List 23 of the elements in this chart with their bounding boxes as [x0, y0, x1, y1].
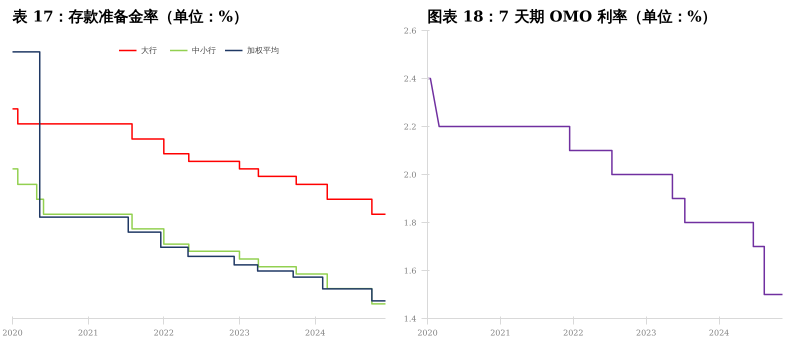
y-tick-label: 1.8 [404, 218, 417, 228]
y-tick-label: 2.2 [404, 122, 417, 132]
legend-label: 中小行 [192, 44, 216, 56]
x-tick-label: 2020 [417, 328, 438, 338]
y-tick-label: 1.6 [404, 266, 417, 276]
x-tick-label: 2022 [154, 328, 174, 338]
line-series [428, 78, 782, 296]
y-tick-label: 2.4 [404, 74, 417, 84]
x-tick-label: 2023 [229, 328, 250, 338]
x-tick-label: 2023 [636, 328, 656, 338]
x-tick-label: 2021 [490, 328, 511, 338]
x-tick-label: 2022 [563, 328, 584, 338]
y-tick-label: 2.6 [404, 26, 417, 36]
y-tick-label: 2.0 [404, 170, 417, 180]
legend-label: 大行 [141, 44, 158, 56]
chart-title: 表 17：存款准备金率（单位：%） [12, 8, 248, 26]
x-tick-label: 2024 [708, 328, 730, 338]
legend-label: 加权平均 [247, 44, 279, 56]
chart-title: 图表 18：7 天期 OMO 利率（单位：%） [428, 8, 717, 26]
x-tick-label: 2021 [78, 328, 98, 338]
x-tick-label: 2024 [304, 328, 326, 338]
x-tick-label: 2020 [2, 328, 23, 338]
y-tick-label: 1.4 [404, 314, 417, 324]
